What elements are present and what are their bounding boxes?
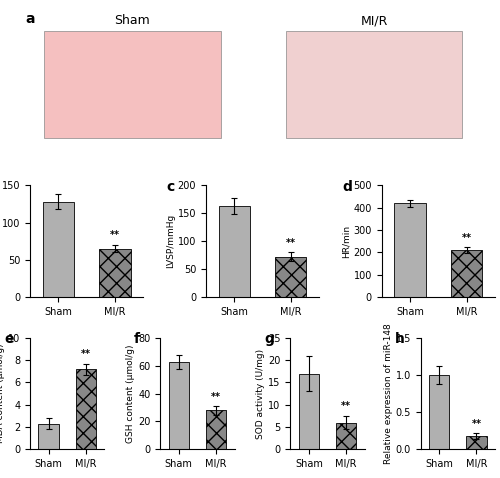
FancyBboxPatch shape	[286, 31, 463, 138]
Bar	[394, 203, 426, 297]
Text: **: **	[110, 230, 120, 240]
Bar	[336, 423, 356, 449]
Text: g: g	[264, 332, 274, 347]
Text: h: h	[394, 332, 404, 347]
Bar	[168, 362, 189, 449]
Text: Sham: Sham	[114, 14, 150, 27]
Y-axis label: SOD activity (U/mg): SOD activity (U/mg)	[256, 348, 266, 439]
Text: MI/R: MI/R	[360, 14, 388, 27]
Text: **: **	[211, 391, 221, 402]
Text: **: **	[462, 233, 471, 243]
Bar	[466, 436, 486, 449]
FancyBboxPatch shape	[44, 31, 220, 138]
Text: d: d	[342, 180, 352, 194]
Text: a: a	[26, 12, 35, 26]
Bar	[276, 257, 306, 297]
Bar	[38, 424, 59, 449]
Bar	[100, 249, 130, 297]
Bar	[299, 374, 319, 449]
Text: **: **	[81, 349, 91, 359]
Bar	[43, 202, 74, 297]
Text: f: f	[134, 332, 140, 347]
Bar	[206, 410, 226, 449]
Bar	[218, 206, 250, 297]
Y-axis label: MDA content (μmol/g): MDA content (μmol/g)	[0, 344, 6, 444]
Y-axis label: HR/min: HR/min	[342, 225, 350, 258]
Bar	[429, 375, 450, 449]
Y-axis label: GSH content (μmol/g): GSH content (μmol/g)	[126, 344, 136, 443]
Text: e: e	[4, 332, 14, 347]
Text: **: **	[472, 419, 482, 429]
Y-axis label: LVSP/mmHg: LVSP/mmHg	[166, 214, 175, 268]
Y-axis label: Relative expression of miR-148: Relative expression of miR-148	[384, 323, 392, 464]
Bar	[451, 250, 482, 297]
Text: **: **	[286, 238, 296, 248]
Text: c: c	[166, 180, 174, 194]
Bar	[76, 369, 96, 449]
Text: **: **	[341, 402, 351, 412]
